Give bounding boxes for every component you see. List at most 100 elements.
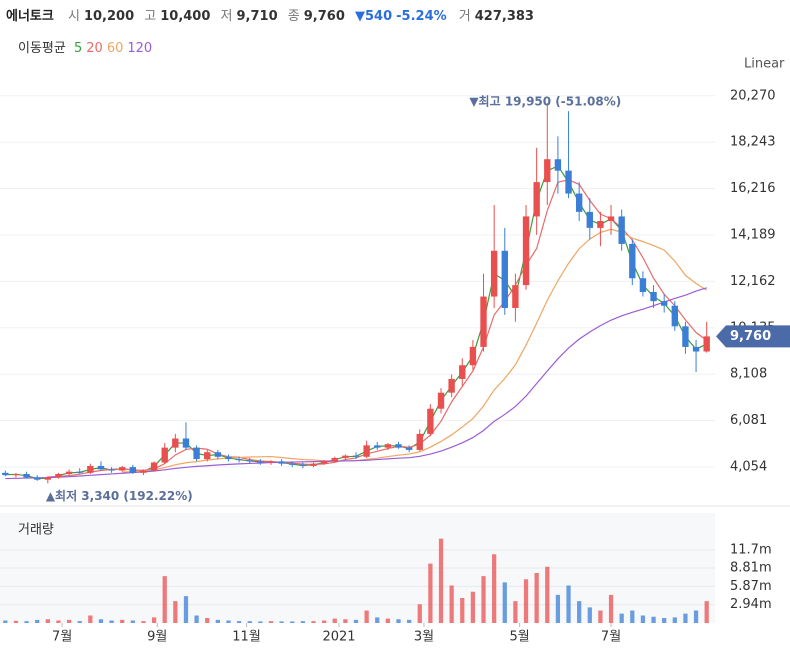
y-tick-label: 20,270 — [730, 88, 776, 103]
ma-label: 이동평균 — [18, 41, 66, 56]
candle-body — [214, 452, 222, 457]
volume-bar — [513, 601, 518, 623]
volume-bar — [183, 596, 189, 623]
volume-bar — [56, 620, 61, 623]
last-price-label: 9,760 — [730, 329, 771, 344]
candle-body — [2, 472, 9, 476]
candle-body — [352, 455, 360, 457]
candle-body — [278, 461, 285, 464]
candle-body — [363, 445, 370, 457]
legend-entry: 5 — [73, 41, 83, 56]
volume-bar — [141, 621, 146, 623]
candle-body — [140, 470, 147, 473]
candle-body — [320, 461, 328, 464]
volume-bar — [693, 610, 699, 623]
label: 고 — [144, 9, 157, 24]
candle-body — [448, 378, 455, 393]
candle-body — [108, 469, 115, 471]
y-tick-label: 2.94m — [730, 597, 772, 612]
volume-bar — [109, 620, 114, 623]
candle-body — [182, 438, 190, 448]
volume-bar — [268, 621, 274, 623]
candle-body — [225, 456, 232, 460]
volume-bar — [88, 615, 93, 623]
candle-body — [416, 433, 423, 450]
candle-body — [660, 301, 668, 306]
candle-body — [650, 291, 657, 302]
volume-bar — [385, 618, 391, 623]
volume-bar — [24, 621, 29, 623]
stock-name: 에너토크 — [6, 9, 54, 24]
ma-line — [47, 179, 708, 478]
candle-body — [97, 465, 105, 470]
candle-body — [629, 243, 636, 279]
value: 9,710 — [236, 9, 278, 24]
label: 종 — [287, 9, 300, 24]
y-tick-label: 4,054 — [730, 460, 767, 475]
volume-bar — [577, 601, 582, 623]
candle-body — [597, 221, 604, 228]
ma-line — [122, 228, 708, 473]
volume-bar — [662, 618, 667, 623]
volume-bar — [428, 563, 433, 623]
candle-body — [544, 159, 551, 183]
candle-body — [331, 457, 338, 462]
volume-bar — [598, 610, 603, 623]
label: 거 — [458, 9, 471, 24]
volume-bar — [173, 601, 178, 623]
legend-entry: 20 — [86, 41, 103, 56]
y-tick-label: 12,162 — [730, 274, 776, 289]
candle-body — [490, 250, 498, 297]
volume-bar — [364, 610, 369, 623]
candle-body — [342, 455, 349, 458]
candle-body — [480, 296, 487, 347]
volume-bar — [438, 538, 444, 623]
volume-bar — [151, 617, 157, 623]
candle-body — [289, 463, 296, 465]
ma-line — [5, 165, 707, 480]
candle-body — [384, 444, 392, 448]
volume-bar — [194, 615, 199, 623]
legend-entry: 120 — [127, 41, 153, 56]
candle-body — [34, 477, 41, 480]
y-tick-label: 6,081 — [730, 413, 767, 428]
candle-body — [12, 473, 20, 476]
value: 10,400 — [160, 9, 211, 24]
ma-legend: 이동평균 5 20 60 120 — [18, 37, 156, 56]
candle-body — [533, 182, 540, 217]
label: 저 — [220, 9, 233, 24]
value: 427,383 — [474, 9, 534, 24]
candle-body — [512, 285, 519, 309]
volume-bar — [279, 621, 284, 623]
volume-bar — [290, 621, 295, 623]
volume-bar — [45, 619, 50, 623]
volume-bar — [630, 610, 635, 623]
x-tick-label: 11월 — [232, 630, 261, 645]
volume-bar — [502, 582, 507, 623]
volume-bar — [343, 619, 348, 623]
candle-body — [586, 211, 593, 228]
candle-body — [575, 193, 583, 212]
volume-bar — [672, 617, 677, 623]
candle-body — [427, 408, 434, 434]
x-tick-label: 9월 — [147, 630, 167, 645]
volume-bar — [566, 585, 571, 623]
y-tick-label: 8.81m — [730, 560, 772, 575]
volume-bar — [417, 604, 422, 623]
volume-bar — [77, 621, 82, 623]
candle-body — [703, 336, 710, 352]
x-tick-label: 3월 — [414, 630, 434, 645]
candle-body — [554, 159, 562, 171]
volume-bar — [332, 618, 337, 623]
volume-bar — [640, 615, 646, 623]
y-tick-label: 18,243 — [730, 135, 776, 150]
candle-body — [193, 447, 200, 460]
volume-bar — [130, 620, 135, 623]
annotation: ▼최고 19,950 (-51.08%) — [469, 94, 621, 109]
candle-body — [172, 438, 179, 448]
candle-body — [565, 170, 572, 194]
volume-bar — [120, 619, 125, 623]
candle-body — [522, 216, 530, 286]
